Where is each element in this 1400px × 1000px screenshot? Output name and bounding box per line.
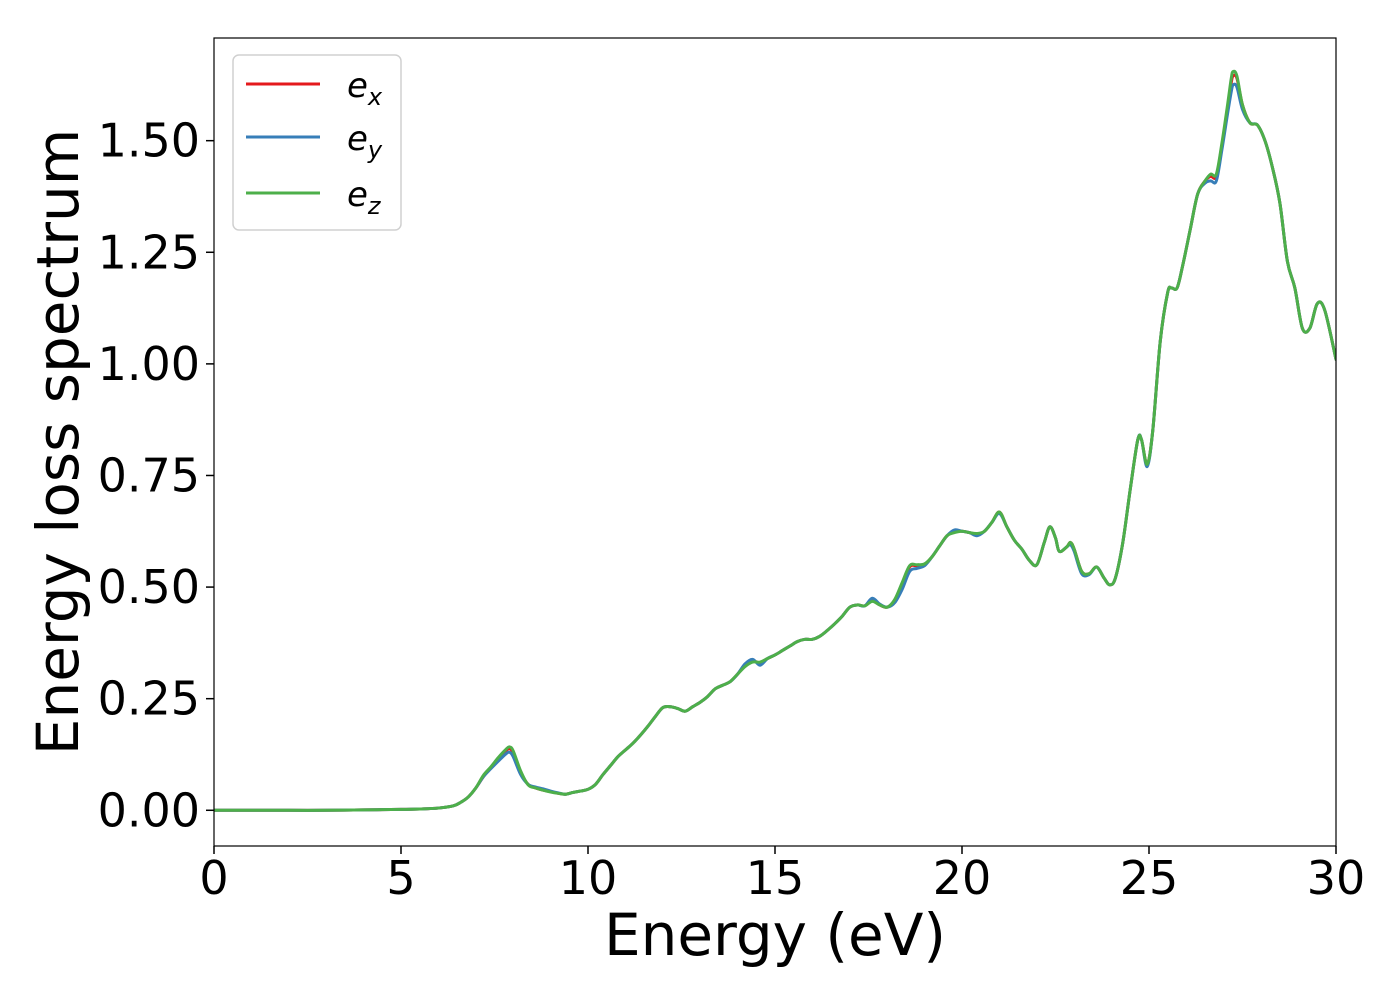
y-tick-label: 0.00 <box>98 783 200 837</box>
legend-label-ex: ex <box>347 66 383 111</box>
ticks-layer: 0 5 10 15 20 25 30 0.00 0.25 0.50 0.75 1.00 1.25 1.50 <box>98 114 1366 905</box>
legend-label-ey: ey <box>347 119 383 164</box>
x-tick-label: 5 <box>386 851 415 905</box>
legend: ex ey ez <box>232 54 402 231</box>
x-tick-label: 30 <box>1307 851 1366 905</box>
y-tick-label: 0.25 <box>98 672 200 726</box>
x-tick-label: 0 <box>199 851 228 905</box>
x-axis-title: Energy (eV) <box>604 901 946 969</box>
x-tick-label: 20 <box>933 851 992 905</box>
y-tick-label: 1.00 <box>98 337 200 391</box>
x-tick-label: 25 <box>1120 851 1179 905</box>
legend-label-ez: ez <box>347 175 382 220</box>
x-tick-label: 10 <box>559 851 618 905</box>
x-tick-label: 15 <box>746 851 805 905</box>
y-tick-label: 0.50 <box>98 560 200 614</box>
series-line-ez <box>214 69 1336 812</box>
y-tick-label: 1.25 <box>98 225 200 279</box>
y-tick-label: 0.75 <box>98 448 200 502</box>
y-axis-title: Energy loss spectrum <box>24 129 92 755</box>
series-layer <box>214 69 1336 812</box>
legend-box <box>232 54 402 231</box>
y-tick-label: 1.50 <box>98 114 200 168</box>
